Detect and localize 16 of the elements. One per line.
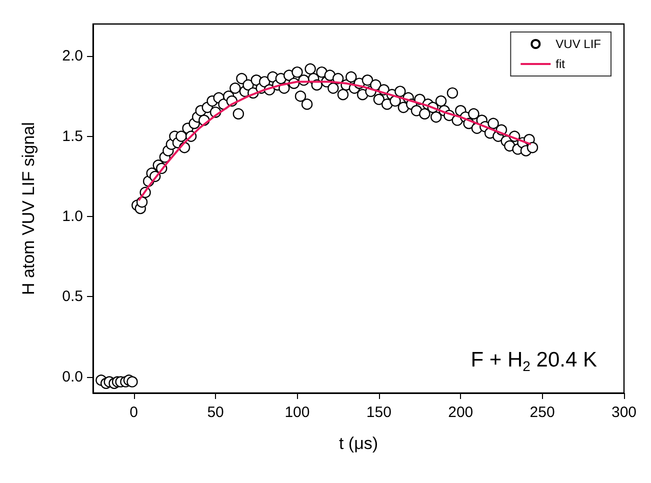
x-tick-label: 300	[611, 404, 637, 421]
x-tick-label: 50	[207, 404, 224, 421]
legend-label: VUV LIF	[556, 37, 602, 51]
x-axis-title: t (μs)	[338, 434, 378, 453]
x-tick-label: 150	[366, 404, 392, 421]
y-tick-label: 0.0	[62, 368, 83, 386]
y-tick-label: 0.5	[62, 288, 83, 306]
x-tick-label: 250	[530, 404, 555, 421]
y-tick-label: 2.0	[62, 48, 83, 65]
x-tick-label: 0	[130, 404, 138, 421]
legend-label: fit	[556, 57, 566, 71]
y-tick-label: 1.0	[62, 208, 83, 226]
y-tick-label: 1.5	[62, 128, 83, 145]
y-axis-title: H atom VUV LIF signal	[19, 122, 38, 295]
x-tick-label: 200	[448, 404, 474, 421]
x-tick-label: 100	[284, 404, 310, 421]
